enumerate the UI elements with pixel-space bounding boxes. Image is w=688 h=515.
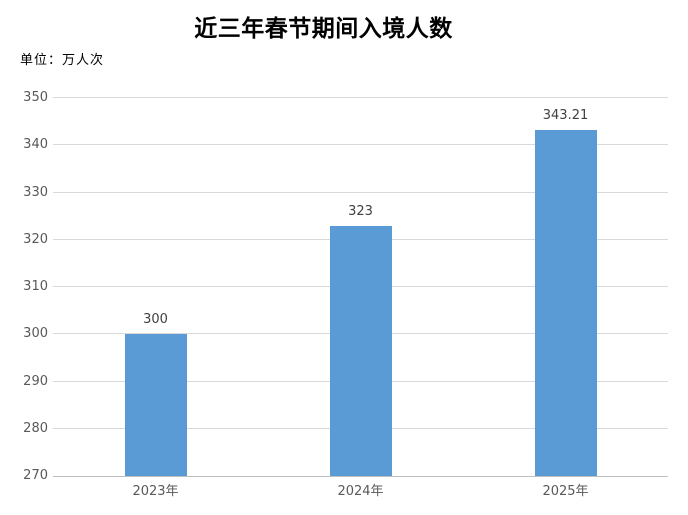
x-tick-label: 2023年 (132, 484, 179, 499)
y-tick-label: 310 (23, 279, 48, 294)
bar (124, 334, 187, 476)
y-tick-label: 340 (23, 137, 48, 153)
bar-value-label: 323 (348, 203, 373, 219)
bar (329, 225, 392, 476)
y-tick-label: 290 (23, 373, 48, 389)
y-tick-label: 300 (23, 326, 48, 342)
y-tick-label: 280 (23, 420, 48, 436)
gridline (53, 97, 668, 98)
gridline (53, 144, 668, 146)
bar (534, 130, 597, 476)
y-tick-label: 330 (23, 184, 48, 200)
y-tick-label: 320 (23, 231, 48, 247)
x-tick-label: 2025年 (542, 484, 589, 499)
chart-title: 近三年春节期间入境人数 (194, 15, 453, 42)
bar-value-label: 300 (143, 312, 168, 328)
gridline (53, 191, 668, 193)
bar-value-label: 343.21 (542, 108, 589, 124)
unit-label: 单位：万人次 (20, 53, 105, 68)
x-tick-label: 2024年 (337, 484, 384, 499)
y-tick-label: 350 (23, 90, 48, 105)
x-axis-line (53, 476, 668, 477)
y-tick-label: 270 (23, 468, 48, 483)
